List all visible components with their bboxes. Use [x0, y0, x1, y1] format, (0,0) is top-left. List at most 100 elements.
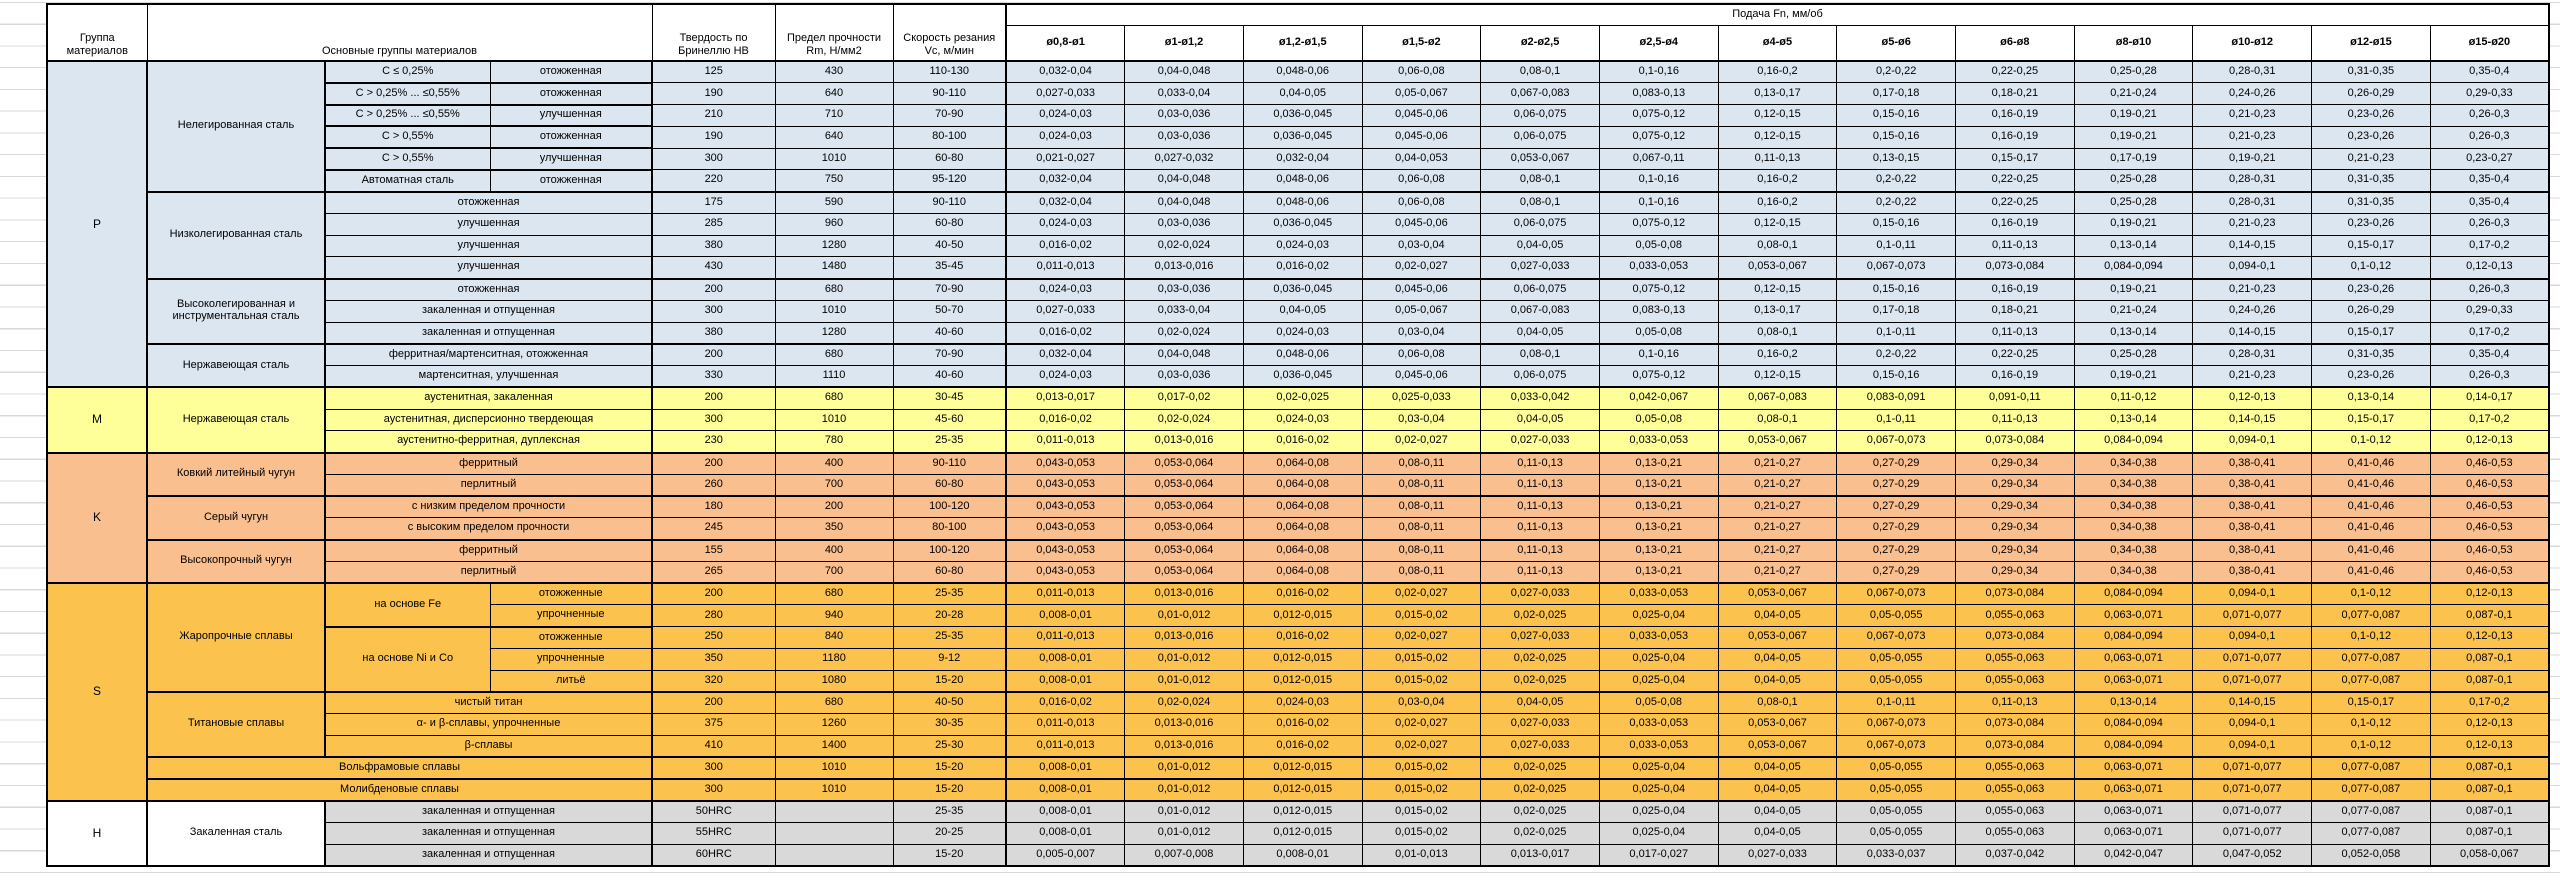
- feed-value[interactable]: 0,075-0,12: [1598, 125, 1719, 149]
- feed-value[interactable]: 0,017-0,027: [1598, 843, 1719, 867]
- feed-value[interactable]: 0,077-0,087: [2311, 756, 2431, 780]
- feed-value[interactable]: 0,02-0,024: [1124, 690, 1244, 714]
- feed-value[interactable]: 0,12-0,13: [2192, 386, 2313, 410]
- feed-value[interactable]: 0,013-0,016: [1124, 626, 1244, 649]
- feed-value[interactable]: 0,094-0,1: [2192, 734, 2313, 758]
- feed-value[interactable]: 0,08-0,1: [1480, 190, 1600, 214]
- feed-value[interactable]: 0,032-0,04: [1005, 60, 1126, 84]
- feed-value[interactable]: 0,19-0,21: [2073, 277, 2194, 301]
- feed-value[interactable]: 0,15-0,16: [1836, 104, 1956, 127]
- feed-value[interactable]: 0,11-0,13: [1955, 408, 2075, 432]
- feed-value[interactable]: 0,04-0,05: [1480, 408, 1600, 432]
- feed-value[interactable]: 0,075-0,12: [1598, 212, 1719, 236]
- feed-value[interactable]: 0,025-0,04: [1598, 756, 1719, 780]
- feed-value[interactable]: 0,13-0,14: [2311, 386, 2431, 410]
- feed-value[interactable]: 0,053-0,067: [1717, 582, 1838, 606]
- feed-value[interactable]: 0,08-0,11: [1361, 451, 1482, 475]
- feed-value[interactable]: 0,22-0,25: [1955, 60, 2075, 84]
- feed-value[interactable]: 0,12-0,13: [2429, 582, 2550, 606]
- feed-value[interactable]: 0,13-0,14: [2073, 408, 2194, 432]
- feed-value[interactable]: 0,11-0,13: [1480, 538, 1600, 562]
- feed-value[interactable]: 0,17-0,2: [2429, 408, 2550, 432]
- strength-value[interactable]: 350: [774, 517, 894, 540]
- hardness-value[interactable]: 260: [651, 473, 776, 497]
- feed-value[interactable]: 0,013-0,016: [1124, 582, 1244, 606]
- feed-value[interactable]: 0,04-0,05: [1242, 299, 1363, 323]
- feed-value[interactable]: 0,14-0,15: [2192, 321, 2313, 345]
- feed-value[interactable]: 0,14-0,15: [2192, 408, 2313, 432]
- feed-value[interactable]: 0,024-0,03: [1242, 690, 1363, 714]
- treatment-label[interactable]: β-сплавы: [324, 734, 653, 758]
- cutting-speed-value[interactable]: 25-30: [892, 734, 1007, 758]
- feed-value[interactable]: 0,067-0,073: [1836, 256, 1956, 279]
- feed-value[interactable]: 0,1-0,16: [1598, 190, 1719, 214]
- feed-value[interactable]: 0,027-0,033: [1480, 430, 1600, 453]
- header-diameter-range[interactable]: ø6-ø8: [1955, 24, 2075, 62]
- cutting-speed-value[interactable]: 80-100: [892, 125, 1007, 149]
- feed-value[interactable]: 0,26-0,29: [2311, 299, 2431, 323]
- group-letter-K[interactable]: K: [46, 451, 148, 584]
- feed-value[interactable]: 0,13-0,21: [1598, 517, 1719, 540]
- submaterial[interactable]: на основе Fe: [324, 582, 491, 627]
- feed-value[interactable]: 0,027-0,033: [1480, 626, 1600, 649]
- feed-value[interactable]: 0,06-0,08: [1361, 342, 1482, 366]
- feed-value[interactable]: 0,084-0,094: [2073, 256, 2194, 279]
- feed-value[interactable]: 0,16-0,2: [1717, 342, 1838, 366]
- feed-value[interactable]: 0,032-0,04: [1005, 190, 1126, 214]
- feed-value[interactable]: 0,01-0,012: [1124, 821, 1244, 845]
- feed-value[interactable]: 0,24-0,26: [2192, 299, 2313, 323]
- feed-value[interactable]: 0,31-0,35: [2311, 190, 2431, 214]
- feed-value[interactable]: 0,16-0,2: [1717, 169, 1838, 192]
- feed-value[interactable]: 0,38-0,41: [2192, 473, 2313, 497]
- feed-value[interactable]: 0,28-0,31: [2192, 342, 2313, 366]
- feed-value[interactable]: 0,087-0,1: [2429, 777, 2550, 801]
- feed-value[interactable]: 0,1-0,12: [2311, 430, 2431, 453]
- feed-value[interactable]: 0,024-0,03: [1005, 277, 1126, 301]
- feed-value[interactable]: 0,21-0,23: [2192, 125, 2313, 149]
- feed-value[interactable]: 0,011-0,013: [1005, 430, 1126, 453]
- feed-value[interactable]: 0,21-0,24: [2073, 299, 2194, 323]
- feed-value[interactable]: 0,073-0,084: [1955, 582, 2075, 606]
- feed-value[interactable]: 0,16-0,19: [1955, 104, 2075, 127]
- feed-value[interactable]: 0,23-0,27: [2429, 147, 2550, 171]
- feed-value[interactable]: 0,26-0,3: [2429, 125, 2550, 149]
- header-main-material-groups[interactable]: Основные группы материалов: [146, 3, 653, 62]
- material-name[interactable]: Высокопрочный чугун: [146, 538, 326, 584]
- header-diameter-range[interactable]: ø8-ø10: [2073, 24, 2194, 62]
- feed-value[interactable]: 0,067-0,083: [1480, 82, 1600, 105]
- cutting-speed-value[interactable]: 60-80: [892, 560, 1007, 584]
- hardness-value[interactable]: 300: [651, 777, 776, 801]
- cutting-speed-value[interactable]: 20-25: [892, 821, 1007, 845]
- strength-value[interactable]: [774, 843, 894, 867]
- feed-value[interactable]: 0,41-0,46: [2311, 451, 2431, 475]
- feed-value[interactable]: 0,032-0,04: [1005, 169, 1126, 192]
- feed-value[interactable]: 0,19-0,21: [2073, 212, 2194, 236]
- feed-value[interactable]: 0,012-0,015: [1242, 777, 1363, 801]
- feed-value[interactable]: 0,071-0,077: [2192, 799, 2313, 823]
- feed-value[interactable]: 0,013-0,016: [1124, 713, 1244, 736]
- feed-value[interactable]: 0,053-0,064: [1124, 451, 1244, 475]
- feed-value[interactable]: 0,1-0,11: [1836, 690, 1956, 714]
- hardness-value[interactable]: 200: [651, 277, 776, 301]
- feed-value[interactable]: 0,13-0,14: [2073, 234, 2194, 258]
- feed-value[interactable]: 0,22-0,25: [1955, 342, 2075, 366]
- feed-value[interactable]: 0,21-0,23: [2192, 277, 2313, 301]
- feed-value[interactable]: 0,21-0,27: [1717, 451, 1838, 475]
- feed-value[interactable]: 0,27-0,29: [1836, 473, 1956, 497]
- feed-value[interactable]: 0,21-0,27: [1717, 538, 1838, 562]
- feed-value[interactable]: 0,084-0,094: [2073, 430, 2194, 453]
- feed-value[interactable]: 0,17-0,2: [2429, 690, 2550, 714]
- feed-value[interactable]: 0,048-0,06: [1242, 169, 1363, 192]
- feed-value[interactable]: 0,025-0,04: [1598, 647, 1719, 671]
- cutting-speed-value[interactable]: 15-20: [892, 843, 1007, 867]
- feed-value[interactable]: 0,03-0,04: [1361, 234, 1482, 258]
- feed-value[interactable]: 0,053-0,067: [1717, 734, 1838, 758]
- feed-value[interactable]: 0,073-0,084: [1955, 734, 2075, 758]
- feed-value[interactable]: 0,02-0,027: [1361, 626, 1482, 649]
- feed-value[interactable]: 0,02-0,025: [1480, 799, 1600, 823]
- hardness-value[interactable]: 155: [651, 538, 776, 562]
- feed-value[interactable]: 0,033-0,037: [1836, 843, 1956, 867]
- feed-value[interactable]: 0,2-0,22: [1836, 169, 1956, 192]
- feed-value[interactable]: 0,12-0,13: [2429, 256, 2550, 279]
- material-name[interactable]: Вольфрамовые сплавы: [146, 756, 653, 780]
